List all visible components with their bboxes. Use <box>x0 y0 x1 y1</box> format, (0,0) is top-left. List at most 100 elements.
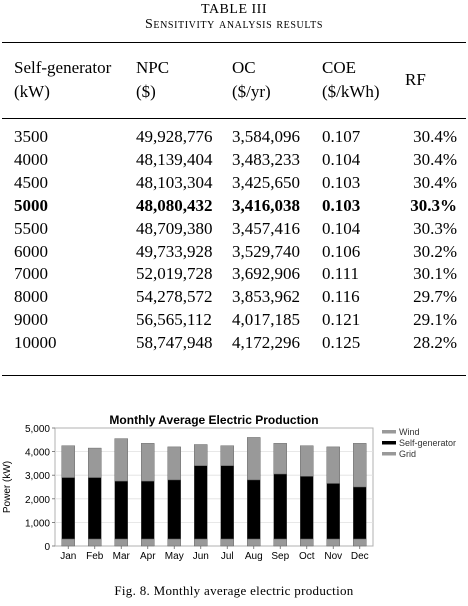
legend-swatch <box>382 430 396 434</box>
bar-segment-wind <box>273 443 287 475</box>
bar-segment-wind <box>326 446 340 484</box>
table-cell: 54,278,572 <box>136 287 213 307</box>
bar-segment-wind <box>247 437 261 481</box>
plot-area <box>54 427 374 547</box>
table-cell: 3,529,740 <box>232 241 300 261</box>
figure-caption: Fig. 8. Monthly average electric product… <box>114 583 354 598</box>
table-title: TABLE III <box>201 2 267 17</box>
y-tick-label: 2,000 <box>25 495 50 506</box>
header-rule <box>2 118 466 119</box>
table-cell: 4,172,296 <box>232 333 300 353</box>
x-tick-label: Aug <box>245 551 263 562</box>
x-tick-label: Apr <box>140 551 156 562</box>
table-cell: 48,103,304 <box>136 172 213 192</box>
table-cell: 6000 <box>14 241 48 261</box>
table-cell: 0.111 <box>322 264 359 284</box>
x-tick-label: Jul <box>221 551 234 562</box>
table-cell: 4000 <box>14 149 48 169</box>
bar-segment-grid <box>61 538 75 547</box>
table-cell: 0.121 <box>322 310 361 330</box>
table-cell: 3500 <box>14 127 48 146</box>
table-cell: 29.7% <box>413 287 457 307</box>
legend-label: Wind <box>399 427 420 437</box>
table-cell: 0.106 <box>322 241 361 261</box>
bar-segment-grid <box>88 538 102 547</box>
bar-segment-grid <box>167 538 181 547</box>
bar-segment-grid <box>194 538 208 547</box>
x-tick-label: Mar <box>113 551 131 562</box>
table-cell: 8000 <box>14 287 48 307</box>
y-axis-label: Power (kW) <box>2 461 13 513</box>
table-cell: 0.125 <box>322 333 361 353</box>
bar-segment-self-generator <box>61 477 75 540</box>
bar-segment-grid <box>353 538 367 547</box>
chart-title: Monthly Average Electric Production <box>109 413 318 427</box>
x-tick-label: Jan <box>60 551 76 562</box>
table-cell: 30.4% <box>413 172 457 192</box>
table-cell: 0.104 <box>322 218 361 238</box>
table-cell: 58,747,948 <box>136 333 213 353</box>
x-tick-label: Jun <box>193 551 209 562</box>
bar-segment-grid <box>220 538 234 547</box>
table-cell: 29.1% <box>413 310 457 330</box>
header-cell-unit: ($) <box>136 82 156 101</box>
y-tick-label: 3,000 <box>25 471 50 482</box>
table-cell: 3,457,416 <box>232 218 300 238</box>
header-cell: RF <box>405 70 426 89</box>
table-cell: 49,928,776 <box>136 127 213 146</box>
table-cell: 49,733,928 <box>136 241 213 261</box>
bar-segment-self-generator <box>273 473 287 540</box>
table-cell: 3,416,038 <box>232 195 300 215</box>
bar-segment-grid <box>141 538 155 547</box>
table-cell: 7000 <box>14 264 48 284</box>
table-cell: 5500 <box>14 218 48 238</box>
header-cell: OC <box>232 58 256 77</box>
bar-segment-grid <box>247 538 261 547</box>
bar-segment-grid <box>300 538 314 547</box>
bar-segment-self-generator <box>88 477 102 540</box>
table-cell: 48,080,432 <box>136 195 213 215</box>
header-cell: Self-generator <box>14 58 112 77</box>
table-cell: 0.103 <box>322 172 361 192</box>
table-cell: 3,483,233 <box>232 149 300 169</box>
table-cell: 30.3% <box>413 218 457 238</box>
table-cell: 52,019,728 <box>136 264 213 284</box>
y-tick-label: 0 <box>44 542 50 553</box>
header-cell: NPC <box>136 58 170 77</box>
table-cell: 5000 <box>14 195 48 215</box>
header-cell-unit: ($/kWh) <box>322 82 380 101</box>
x-tick-label: Nov <box>324 551 342 562</box>
bar-segment-grid <box>114 538 128 547</box>
table-cell: 30.4% <box>413 127 457 146</box>
table-cell: 48,139,404 <box>136 149 213 169</box>
bar-segment-self-generator <box>167 479 181 540</box>
bar-segment-self-generator <box>114 480 128 540</box>
legend-label: Grid <box>399 449 416 459</box>
x-tick-label: Oct <box>299 551 315 562</box>
header-cell-unit: (kW) <box>14 82 50 101</box>
bar-segment-grid <box>273 538 287 547</box>
top-rule <box>2 42 466 43</box>
x-tick-label: Feb <box>86 551 104 562</box>
header-cell: COE <box>322 58 356 77</box>
legend-swatch <box>382 441 396 445</box>
table-cell: 30.4% <box>413 149 457 169</box>
x-tick-label: May <box>165 551 184 562</box>
bar-segment-wind <box>353 443 367 488</box>
table-cell: 30.3% <box>410 195 457 215</box>
x-tick-label: Dec <box>351 551 369 562</box>
bar-segment-wind <box>167 446 181 481</box>
table-cell: 30.2% <box>413 241 457 261</box>
bar-segment-wind <box>194 444 208 466</box>
table-cell: 0.107 <box>322 127 361 146</box>
table-cell: 0.116 <box>322 287 360 307</box>
chart-svg: Monthly Average Electric Production 0 1,00… <box>2 413 456 562</box>
table-cell: 3,425,650 <box>232 172 300 192</box>
bar-segment-self-generator <box>194 465 208 540</box>
bar-segment-wind <box>300 445 314 477</box>
table-cell: 30.1% <box>413 264 457 284</box>
bar-segment-self-generator <box>141 480 155 540</box>
bar-segment-self-generator <box>247 479 261 540</box>
bar-segment-self-generator <box>326 483 340 540</box>
table-cell: 4,017,185 <box>232 310 300 330</box>
